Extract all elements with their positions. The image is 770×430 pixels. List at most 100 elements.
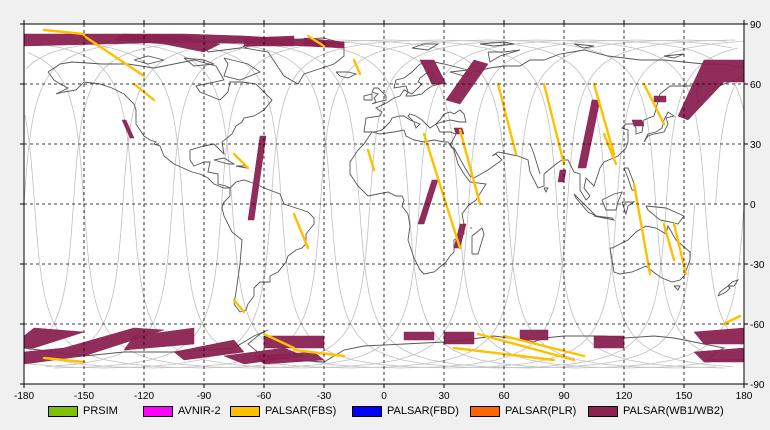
lon-tick-label: 180 bbox=[736, 391, 753, 402]
lat-tick-label: -60 bbox=[750, 320, 765, 331]
wb-swath bbox=[173, 339, 245, 361]
orbit-track bbox=[64, 39, 568, 369]
legend-label-palsar-fbd: PALSAR(FBD) bbox=[387, 405, 459, 417]
fbs-track bbox=[292, 348, 346, 358]
coastline bbox=[727, 279, 740, 287]
lon-tick-label: -120 bbox=[134, 391, 154, 402]
legend-label-palsar-wb: PALSAR(WB1/WB2) bbox=[623, 405, 724, 417]
coastline bbox=[133, 55, 165, 65]
wb-swath bbox=[519, 329, 549, 341]
fbs-track bbox=[642, 82, 666, 126]
orbit-track bbox=[53, 203, 223, 369]
lon-tick-label: 0 bbox=[381, 391, 387, 402]
fbs-track bbox=[662, 222, 676, 262]
legend-item-palsar-wb: PALSAR(WB1/WB2) bbox=[588, 402, 724, 420]
fbs-track bbox=[458, 128, 482, 206]
legend-item-avnir2: AVNIR-2 bbox=[143, 402, 221, 420]
coastline bbox=[487, 49, 521, 63]
legend-item-palsar-plr: PALSAR(PLR) bbox=[470, 402, 576, 420]
wb-swath bbox=[653, 95, 667, 103]
legend-swatch-palsar-fbd bbox=[352, 405, 382, 417]
legend-swatch-palsar-fbs bbox=[230, 405, 260, 417]
coastline bbox=[673, 285, 681, 291]
coastline bbox=[223, 57, 261, 81]
orbit-track bbox=[122, 39, 738, 369]
coastline bbox=[543, 187, 549, 194]
orbit-track bbox=[665, 47, 738, 205]
orbit-track bbox=[40, 39, 618, 369]
wb-swath bbox=[121, 119, 135, 139]
wb-swath bbox=[453, 127, 465, 135]
coastline bbox=[573, 193, 597, 217]
wb-swath bbox=[445, 59, 489, 105]
fbs-track bbox=[352, 58, 362, 76]
lon-tick-label: -180 bbox=[14, 391, 34, 402]
fbs-track bbox=[592, 82, 616, 156]
orbit-track bbox=[23, 39, 696, 369]
wb-swath bbox=[243, 35, 295, 47]
coastline bbox=[573, 43, 595, 49]
lon-tick-label: -150 bbox=[74, 391, 94, 402]
lat-tick-label: -90 bbox=[750, 380, 765, 391]
legend-label-avnir2: AVNIR-2 bbox=[178, 405, 221, 417]
coastline bbox=[335, 71, 358, 79]
orbit-track bbox=[29, 203, 321, 369]
lat-lon-grid bbox=[24, 24, 744, 384]
fbs-track bbox=[542, 82, 566, 166]
fbs-track bbox=[422, 132, 462, 250]
fbs-track bbox=[82, 34, 146, 78]
palsar-fbs-tracks bbox=[42, 28, 742, 364]
wb-swath bbox=[419, 59, 447, 85]
fbs-track bbox=[632, 182, 652, 276]
wb-swath bbox=[247, 135, 267, 221]
lat-tick-label: 30 bbox=[750, 140, 762, 151]
legend-label-palsar-fbs: PALSAR(FBS) bbox=[265, 405, 337, 417]
lon-tick-label: -30 bbox=[317, 391, 332, 402]
coastline bbox=[609, 224, 691, 283]
legend-swatch-avnir2 bbox=[143, 405, 173, 417]
fbs-track bbox=[42, 28, 86, 36]
fbs-track bbox=[232, 152, 250, 170]
coastline bbox=[479, 41, 515, 47]
wb-swath bbox=[113, 33, 221, 53]
lon-tick-label: 120 bbox=[616, 391, 633, 402]
orbit-track bbox=[28, 52, 420, 369]
wb-swath bbox=[23, 327, 85, 349]
orbit-track bbox=[55, 40, 519, 369]
fbs-track bbox=[476, 332, 576, 362]
fbs-track bbox=[366, 148, 376, 172]
legend-label-prsim: PRSIM bbox=[83, 405, 118, 417]
lat-tick-label: 90 bbox=[750, 20, 762, 31]
coastline bbox=[47, 59, 273, 189]
coastline bbox=[411, 43, 440, 51]
lat-tick-label: -30 bbox=[750, 260, 765, 271]
fbs-track bbox=[262, 332, 296, 350]
fbs-track bbox=[292, 212, 310, 250]
coastline bbox=[213, 157, 236, 165]
wb-swath bbox=[631, 119, 645, 127]
legend: PRSIM AVNIR-2 PALSAR(FBS) PALSAR(FBD) PA… bbox=[40, 402, 770, 422]
legend-swatch-palsar-plr bbox=[470, 405, 500, 417]
wb-swath bbox=[443, 331, 475, 345]
orbit-track bbox=[30, 203, 272, 369]
lon-tick-label: 60 bbox=[498, 391, 510, 402]
fbs-track bbox=[502, 334, 586, 358]
lat-tick-label: 60 bbox=[750, 80, 762, 91]
lat-tick-label: 0 bbox=[750, 200, 756, 211]
orbit-track bbox=[567, 39, 736, 205]
lon-tick-label: 150 bbox=[676, 391, 693, 402]
coastline bbox=[601, 191, 623, 211]
orbit-track bbox=[73, 39, 745, 369]
orbit-track bbox=[616, 40, 744, 205]
fbs-track bbox=[306, 34, 326, 48]
coastline bbox=[717, 285, 731, 297]
orbit-track bbox=[517, 39, 727, 205]
legend-item-palsar-fbs: PALSAR(FBS) bbox=[230, 402, 336, 420]
lon-tick-label: 90 bbox=[558, 391, 570, 402]
axis-ticks: -180 -150 -120 -90 -60 -30 0 30 60 90 120 150 180 90 6… bbox=[14, 20, 765, 402]
coastline bbox=[471, 227, 485, 255]
coastline bbox=[371, 87, 387, 105]
wb-swath bbox=[123, 327, 195, 351]
